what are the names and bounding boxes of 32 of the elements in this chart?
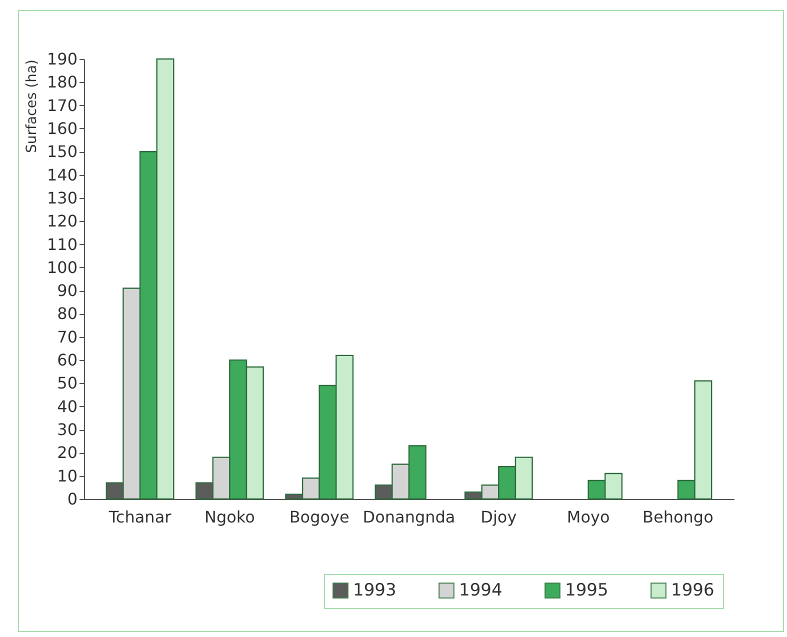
y-tick-label: 100 — [46, 258, 78, 277]
x-tick-label: Ngoko — [204, 508, 255, 526]
y-axis-title: Surfaces (ha) — [24, 60, 40, 153]
y-tick-label: 90 — [57, 281, 78, 300]
y-tick-label: 10 — [57, 466, 78, 486]
y-tick-label: 20 — [57, 443, 78, 462]
y-tick-label: 160 — [46, 118, 78, 138]
x-tick-label: Moyo — [566, 508, 610, 526]
x-tick-label: Donangnda — [362, 508, 456, 526]
y-tick-label: 70 — [57, 327, 78, 346]
y-tick-label: 120 — [46, 212, 78, 231]
y-tick-label: 50 — [57, 374, 78, 393]
y-tick-label: 190 — [46, 50, 78, 68]
y-tick-label: 0 — [67, 490, 78, 508]
x-tick-label: Bogoye — [289, 508, 350, 526]
y-tick-label: 60 — [57, 350, 78, 370]
x-tick-label: Tchanar — [108, 508, 172, 526]
y-tick-label: 170 — [46, 96, 78, 115]
y-tick-label: 110 — [46, 234, 78, 254]
x-tick-label: Behongo — [642, 508, 714, 526]
y-tick-label: 180 — [46, 72, 78, 92]
legend-label: 1993 — [353, 580, 396, 601]
legend-label: 1996 — [671, 580, 714, 601]
x-tick-label: Djoy — [480, 508, 517, 526]
y-tick-label: 40 — [57, 396, 78, 416]
legend-label: 1994 — [459, 580, 502, 601]
legend-label: 1995 — [565, 580, 608, 601]
y-tick-label: 130 — [46, 188, 78, 208]
y-tick-label: 150 — [46, 142, 78, 162]
y-tick-label: 30 — [57, 420, 78, 440]
y-tick-label: 140 — [46, 165, 78, 184]
y-tick-label: 80 — [57, 304, 78, 324]
